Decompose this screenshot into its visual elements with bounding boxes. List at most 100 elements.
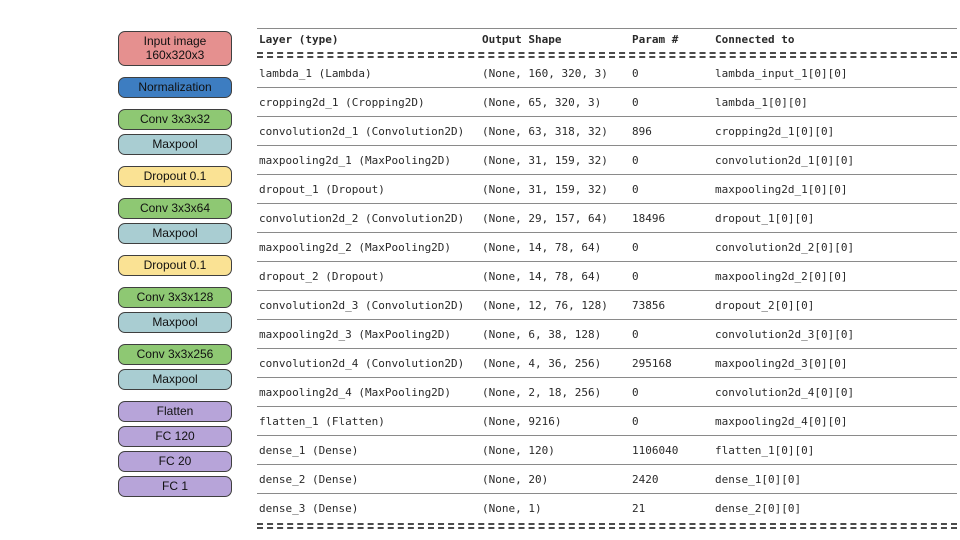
layer-group: Dropout 0.1	[118, 254, 232, 276]
block-label: FC 120	[155, 429, 195, 444]
block-maxpool-2: Maxpool	[118, 222, 232, 244]
table-cell: (None, 12, 76, 128)	[482, 298, 608, 312]
table-cell: 0	[632, 327, 639, 341]
table-cell: 18496	[632, 211, 666, 225]
table-row: maxpooling2d_1 (MaxPooling2D) (None, 31, …	[257, 146, 957, 175]
table-cell: 0	[632, 269, 639, 283]
block-input-image: Input image 160x320x3	[118, 31, 232, 66]
table-cell: (None, 31, 159, 32)	[482, 153, 608, 167]
block-label: Maxpool	[152, 315, 198, 330]
block-sublabel: 160x320x3	[145, 48, 205, 63]
block-label: Input image	[143, 34, 207, 48]
layer-group: Conv 3x3x128 Maxpool	[118, 286, 232, 333]
table-row: dense_1 (Dense) (None, 120) 1106040 flatten…	[257, 436, 957, 465]
table-cell: convolution2d_2 (Convolution2D)	[259, 211, 465, 225]
table-cell: 2420	[632, 472, 659, 486]
table-bottom-rule	[257, 523, 957, 529]
column-header: Output Shape	[482, 33, 562, 46]
table-row: dense_2 (Dense) (None, 20) 2420 dense_1[0][…	[257, 465, 957, 494]
table-cell: dropout_2[0][0]	[715, 298, 815, 312]
table-cell: (None, 9216)	[482, 414, 562, 428]
block-label: Maxpool	[152, 226, 198, 241]
table-cell: maxpooling2d_2 (MaxPooling2D)	[259, 240, 452, 254]
table-cell: convolution2d_3 (Convolution2D)	[259, 298, 465, 312]
table-cell: maxpooling2d_4[0][0]	[715, 414, 848, 428]
block-label: Normalization	[138, 80, 212, 95]
layer-group: Conv 3x3x256 Maxpool	[118, 343, 232, 390]
table-cell: maxpooling2d_2[0][0]	[715, 269, 848, 283]
table-cell: (None, 14, 78, 64)	[482, 240, 602, 254]
table-cell: dense_1[0][0]	[715, 472, 802, 486]
table-cell: cropping2d_1[0][0]	[715, 124, 835, 138]
table-cell: flatten_1 (Flatten)	[259, 414, 385, 428]
table-row: convolution2d_1 (Convolution2D) (None, 63…	[257, 117, 957, 146]
table-row: flatten_1 (Flatten) (None, 9216) 0 maxpooli…	[257, 407, 957, 436]
block-label: Dropout 0.1	[143, 169, 207, 184]
block-label: Conv 3x3x128	[136, 290, 214, 305]
block-maxpool-4: Maxpool	[118, 368, 232, 390]
table-cell: flatten_1[0][0]	[715, 443, 815, 457]
table-row: convolution2d_4 (Convolution2D) (None, 4,…	[257, 349, 957, 378]
layer-group: Conv 3x3x32 Maxpool	[118, 108, 232, 155]
block-fc-120: FC 120	[118, 425, 232, 447]
block-maxpool-1: Maxpool	[118, 133, 232, 155]
table-cell: (None, 29, 157, 64)	[482, 211, 608, 225]
block-label: Dropout 0.1	[143, 258, 207, 273]
layer-group: Dropout 0.1	[118, 165, 232, 187]
layer-group: Flatten FC 120 FC 20 FC 1	[118, 400, 232, 497]
table-cell: 295168	[632, 356, 672, 370]
table-body: lambda_1 (Lambda) (None, 160, 320, 3) 0 lam…	[257, 59, 957, 522]
table-cell: dropout_2 (Dropout)	[259, 269, 385, 283]
table-cell: 0	[632, 240, 639, 254]
table-row: convolution2d_3 (Convolution2D) (None, 12…	[257, 291, 957, 320]
table-cell: (None, 120)	[482, 443, 555, 457]
table-cell: dense_2[0][0]	[715, 501, 802, 515]
table-cell: lambda_1[0][0]	[715, 95, 808, 109]
block-fc-1: FC 1	[118, 475, 232, 497]
block-label: Maxpool	[152, 137, 198, 152]
table-cell: convolution2d_4 (Convolution2D)	[259, 356, 465, 370]
table-cell: maxpooling2d_3 (MaxPooling2D)	[259, 327, 452, 341]
table-cell: (None, 63, 318, 32)	[482, 124, 608, 138]
table-header-rule	[257, 52, 957, 58]
table-cell: (None, 31, 159, 32)	[482, 182, 608, 196]
table-cell: 0	[632, 385, 639, 399]
table-cell: convolution2d_3[0][0]	[715, 327, 855, 341]
table-cell: convolution2d_1[0][0]	[715, 153, 855, 167]
block-label: Conv 3x3x32	[139, 112, 211, 127]
table-cell: convolution2d_4[0][0]	[715, 385, 855, 399]
table-row: convolution2d_2 (Convolution2D) (None, 29…	[257, 204, 957, 233]
table-cell: 0	[632, 95, 639, 109]
table-row: maxpooling2d_4 (MaxPooling2D) (None, 2, 1…	[257, 378, 957, 407]
table-cell: maxpooling2d_3[0][0]	[715, 356, 848, 370]
block-label: Conv 3x3x256	[136, 347, 214, 362]
table-cell: (None, 65, 320, 3)	[482, 95, 602, 109]
table-cell: 73856	[632, 298, 666, 312]
block-conv-3x3x128: Conv 3x3x128	[118, 286, 232, 308]
table-cell: (None, 4, 36, 256)	[482, 356, 602, 370]
table-cell: (None, 6, 38, 128)	[482, 327, 602, 341]
column-header: Layer (type)	[259, 33, 339, 46]
table-cell: dense_2 (Dense)	[259, 472, 359, 486]
table-cell: lambda_input_1[0][0]	[715, 66, 848, 80]
table-row: dropout_1 (Dropout) (None, 31, 159, 32) 0 m…	[257, 175, 957, 204]
architecture-diagram: Input image 160x320x3 Normalization Conv 3x…	[118, 31, 232, 497]
block-dropout-2: Dropout 0.1	[118, 254, 232, 276]
layer-group: Normalization	[118, 76, 232, 98]
layer-group: Input image 160x320x3	[118, 31, 232, 66]
table-cell: dropout_1[0][0]	[715, 211, 815, 225]
table-cell: maxpooling2d_1[0][0]	[715, 182, 848, 196]
block-label: Flatten	[156, 404, 194, 419]
table-top-rule	[257, 28, 957, 29]
table-row: maxpooling2d_3 (MaxPooling2D) (None, 6, 3…	[257, 320, 957, 349]
column-header: Connected to	[715, 33, 795, 46]
block-label: FC 20	[158, 454, 192, 469]
block-normalization: Normalization	[118, 76, 232, 98]
layer-group: Conv 3x3x64 Maxpool	[118, 197, 232, 244]
block-fc-20: FC 20	[118, 450, 232, 472]
table-cell: maxpooling2d_4 (MaxPooling2D)	[259, 385, 452, 399]
table-cell: 0	[632, 153, 639, 167]
block-conv-3x3x32: Conv 3x3x32	[118, 108, 232, 130]
table-cell: dense_3 (Dense)	[259, 501, 359, 515]
table-header-row: Layer (type) Output Shape Param # Connected…	[257, 29, 957, 51]
